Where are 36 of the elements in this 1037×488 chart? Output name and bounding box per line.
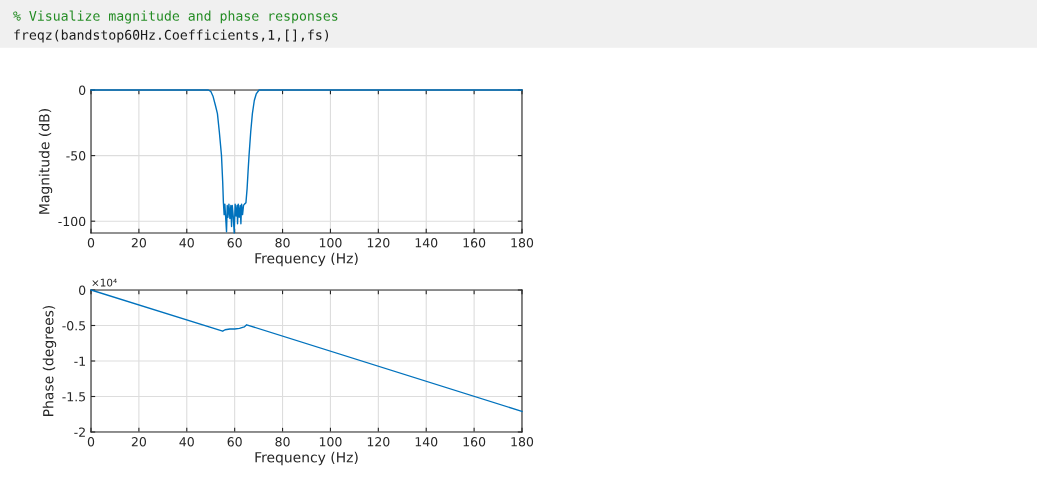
- x-tick-label: 80: [275, 437, 290, 447]
- x-tick-label: 0: [87, 238, 95, 248]
- x-tick-label: 80: [275, 238, 290, 248]
- x-tick-label: 180: [511, 238, 534, 248]
- x-axis-title: Frequency (Hz): [255, 451, 358, 466]
- x-tick-label: 140: [415, 238, 438, 248]
- text: freqz(bandstop60Hz.Coefficients,1,[],fs): [14, 29, 328, 43]
- x-tick-label: 160: [463, 437, 486, 447]
- y-tick-label: -1: [74, 356, 85, 366]
- line-series: [90, 89, 523, 234]
- x-tick-label: 100: [319, 238, 342, 248]
- x-tick-label: 140: [415, 437, 438, 447]
- x-tick-label: 0: [87, 437, 95, 447]
- x-tick-label: 40: [179, 238, 194, 248]
- y-tick-label: -50: [66, 151, 86, 161]
- y-axis-title: Magnitude (dB): [38, 109, 53, 214]
- x-tick-label: 40: [179, 437, 194, 447]
- y-tick-label: -100: [58, 216, 86, 227]
- text: ×10⁴: [92, 278, 117, 287]
- x-axis-title: Frequency (Hz): [255, 252, 358, 267]
- y-tick-label: -1.5: [62, 392, 86, 402]
- text: % Visualize magnitude and phase responses: [13, 10, 338, 24]
- x-tick-label: 120: [367, 238, 390, 248]
- x-tick-label: 20: [131, 238, 147, 248]
- x-tick-label: 120: [367, 437, 390, 447]
- x-tick-label: 160: [463, 238, 486, 248]
- y-axis-title: Phase (degrees): [42, 305, 57, 416]
- y-tick-label: 0: [79, 85, 86, 95]
- y-tick-label: 0: [79, 285, 86, 295]
- x-tick-label: 60: [227, 437, 242, 447]
- y-tick-label: -0.5: [62, 320, 86, 331]
- x-tick-label: 60: [227, 238, 242, 248]
- x-tick-label: 100: [319, 437, 342, 447]
- x-tick-label: 20: [131, 437, 147, 447]
- x-tick-label: 180: [511, 437, 534, 447]
- y-tick-label: -2: [74, 427, 85, 437]
